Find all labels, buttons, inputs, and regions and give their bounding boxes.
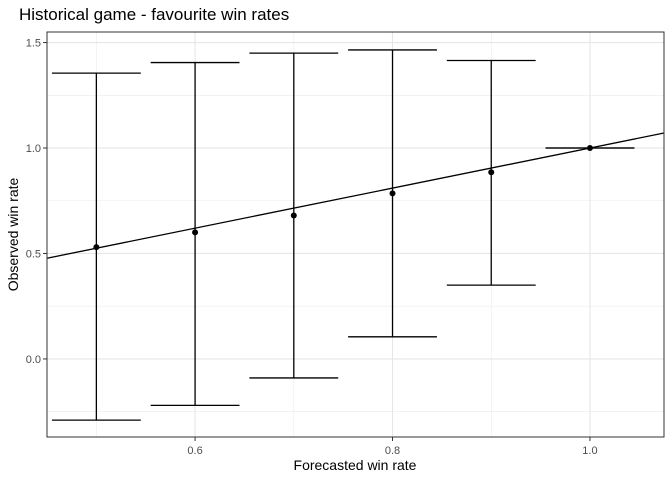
x-tick-label: 0.8	[385, 445, 400, 457]
x-tick-label: 1.0	[582, 445, 597, 457]
x-tick-label: 0.6	[187, 445, 202, 457]
y-tick-label: 0.0	[26, 354, 41, 366]
fit-line-group	[46, 132, 665, 259]
data-point	[290, 212, 297, 219]
data-point	[488, 169, 495, 176]
data-point	[93, 244, 100, 251]
plot-border	[46, 31, 665, 438]
chart-title: Historical game - favourite win rates	[19, 5, 289, 24]
fit-line	[46, 132, 665, 259]
data-point	[389, 190, 396, 197]
data-point	[586, 145, 593, 152]
y-tick-label: 1.5	[26, 38, 41, 50]
x-axis-ticks: 0.6 0.8 1.0	[187, 437, 598, 457]
data-point	[192, 229, 199, 236]
x-axis-title: Forecasted win rate	[294, 457, 417, 473]
y-axis-title: Observed win rate	[5, 177, 21, 291]
y-axis-ticks: 0.0 0.5 1.0 1.5	[26, 38, 47, 366]
plot-panel	[47, 32, 664, 437]
data-points	[93, 145, 593, 251]
y-tick-label: 0.5	[26, 248, 41, 260]
y-tick-label: 1.0	[26, 143, 41, 155]
